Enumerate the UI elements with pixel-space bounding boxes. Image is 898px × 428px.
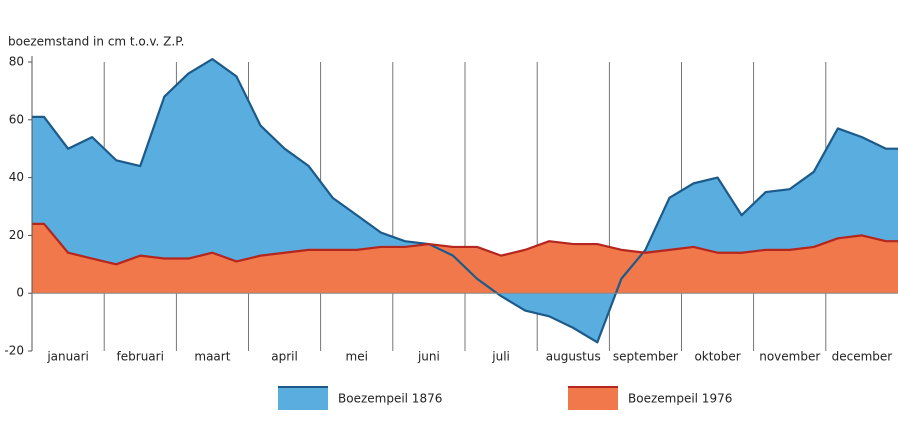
x-tick-label: november	[759, 350, 820, 364]
x-tick-label: april	[271, 350, 298, 364]
legend-swatch	[278, 387, 328, 410]
line	[32, 222, 898, 266]
legend-label: Boezempeil 1876	[338, 392, 442, 406]
x-tick-label: januari	[46, 350, 89, 364]
legend-label: Boezempeil 1976	[628, 392, 732, 406]
y-tick-label: 20	[9, 228, 24, 242]
x-tick-label: december	[832, 350, 893, 364]
area	[32, 223, 898, 294]
x-tick-label: oktober	[694, 350, 740, 364]
x-tick-label: september	[613, 350, 678, 364]
y-tick-label: 0	[16, 286, 24, 300]
y-tick-label: 80	[9, 55, 24, 69]
y-axis-title: boezemstand in cm t.o.v. Z.P.	[8, 35, 184, 49]
y-tick-label: 40	[9, 170, 24, 184]
x-tick-label: maart	[194, 350, 230, 364]
x-tick-label: augustus	[546, 350, 601, 364]
x-tick-label: juli	[491, 350, 510, 364]
x-tick-label: juni	[417, 350, 440, 364]
x-tick-label: mei	[346, 350, 368, 364]
y-tick-label: 60	[9, 112, 24, 126]
legend-swatch	[568, 387, 618, 410]
x-tick-label: februari	[117, 350, 164, 364]
line	[32, 58, 898, 344]
y-tick-label: -20	[4, 344, 24, 358]
